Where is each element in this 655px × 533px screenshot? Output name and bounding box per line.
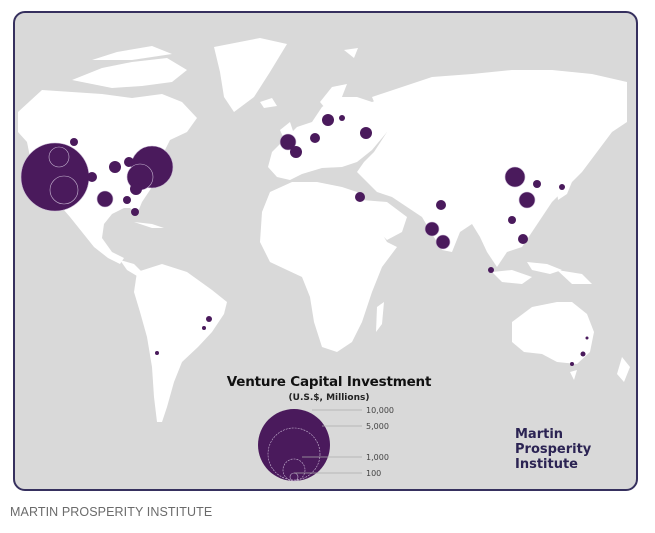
bubble-mumbai (424, 221, 440, 237)
bubble-sydney (580, 351, 586, 357)
bubble-shanghai (518, 191, 536, 209)
bubble-santiago (155, 351, 159, 355)
bubble-atlanta (123, 196, 131, 204)
bubble-tokyo (559, 184, 565, 190)
bubble-helsinki (339, 115, 345, 121)
bubble-paris (290, 146, 302, 158)
bubble-bangalore (435, 234, 451, 250)
bubble-moscow (360, 127, 372, 139)
bubble-delhi (436, 200, 446, 210)
bubble-stockholm (322, 114, 334, 126)
bubble-taipei (518, 234, 528, 244)
bubble-austin-dallas (96, 190, 114, 208)
bubbles (20, 114, 589, 366)
bubble-miami (131, 208, 139, 216)
legend-title: Venture Capital Investment (226, 374, 432, 390)
bubble-shenzhen-hong-kong (508, 216, 516, 224)
bubble-chicago (109, 161, 121, 173)
brand-line-1: Martin (515, 427, 564, 442)
brand-line-2: Prosperity (515, 442, 592, 457)
brand-logo: Martin Prosperity Institute (515, 427, 591, 472)
legend-subtitle: (U.S.$, Millions) (288, 393, 370, 403)
legend-label-5000: 5,000 (366, 422, 389, 431)
bubble-sao-paulo (206, 316, 212, 322)
bubble-washington-dc (130, 183, 142, 195)
bubble-beijing (504, 166, 526, 188)
bubble-singapore (488, 267, 494, 273)
legend-circles (258, 409, 362, 482)
legend-label-1000: 1,000 (366, 453, 389, 462)
bubble-london (279, 133, 297, 151)
bubble-berlin (310, 133, 320, 143)
bubble-tel-aviv (355, 192, 365, 202)
bubble-denver (87, 172, 97, 182)
legend-label-10000: 10,000 (366, 406, 394, 415)
bubble-seoul (533, 180, 541, 188)
map-frame: Venture Capital Investment (U.S.$, Milli… (13, 11, 638, 491)
world-map (18, 38, 630, 482)
bubble-seattle (48, 146, 70, 168)
bubble-brisbane (585, 336, 589, 340)
bubble-los-angeles (49, 175, 79, 205)
bubble-melbourne (570, 362, 574, 366)
bubble-vancouver (70, 138, 78, 146)
bubble-rio-de-janeiro (202, 326, 206, 330)
brand-line-3: Institute (515, 457, 579, 472)
land-masses (18, 38, 630, 422)
bubble-toronto (124, 157, 134, 167)
source-caption: MARTIN PROSPERITY INSTITUTE (10, 505, 213, 519)
legend-label-100: 100 (366, 469, 382, 478)
